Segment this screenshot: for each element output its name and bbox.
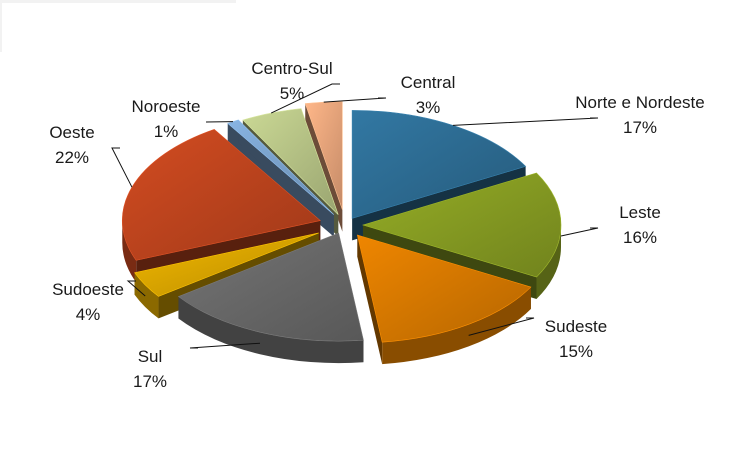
slice-label-oeste: Oeste [49,123,94,142]
leader-line-central [323,97,387,103]
slice-percent-centro-sul: 5% [280,84,305,103]
slice-sudeste [356,234,532,365]
slice-percent-sudoeste: 4% [76,305,101,324]
slice-percent-sul: 17% [133,372,167,391]
slice-label-sudoeste: Sudoeste [52,280,124,299]
leader-line-sudeste [468,317,535,336]
leader-line-sul [189,342,261,349]
leader-line-norte-e-nordeste [452,117,599,126]
slice-percent-sudeste: 15% [559,342,593,361]
slice-leste [361,172,562,300]
slice-label-leste: Leste [619,203,661,222]
slice-percent-oeste: 22% [55,148,89,167]
slice-percent-norte-e-nordeste: 17% [623,118,657,137]
top-edge-strip [0,0,236,3]
leader-line-oeste [111,147,133,188]
left-edge-strip [0,0,2,52]
leader-line-sudoeste [126,280,146,297]
slice-percent-central: 3% [416,98,441,117]
slice-label-centro-sul: Centro-Sul [251,59,332,78]
slice-label-norte-e-nordeste: Norte e Nordeste [575,93,704,112]
slice-percent-noroeste: 1% [154,122,179,141]
slice-label-sudeste: Sudeste [545,317,607,336]
slice-noroeste [227,119,335,237]
slice-percent-leste: 16% [623,228,657,247]
slice-label-noroeste: Noroeste [132,97,201,116]
leader-line-leste [560,227,599,237]
leader-line-centro-sul [270,83,340,114]
slice-label-sul: Sul [138,347,163,366]
slice-sul [177,232,364,364]
slice-label-central: Central [401,73,456,92]
